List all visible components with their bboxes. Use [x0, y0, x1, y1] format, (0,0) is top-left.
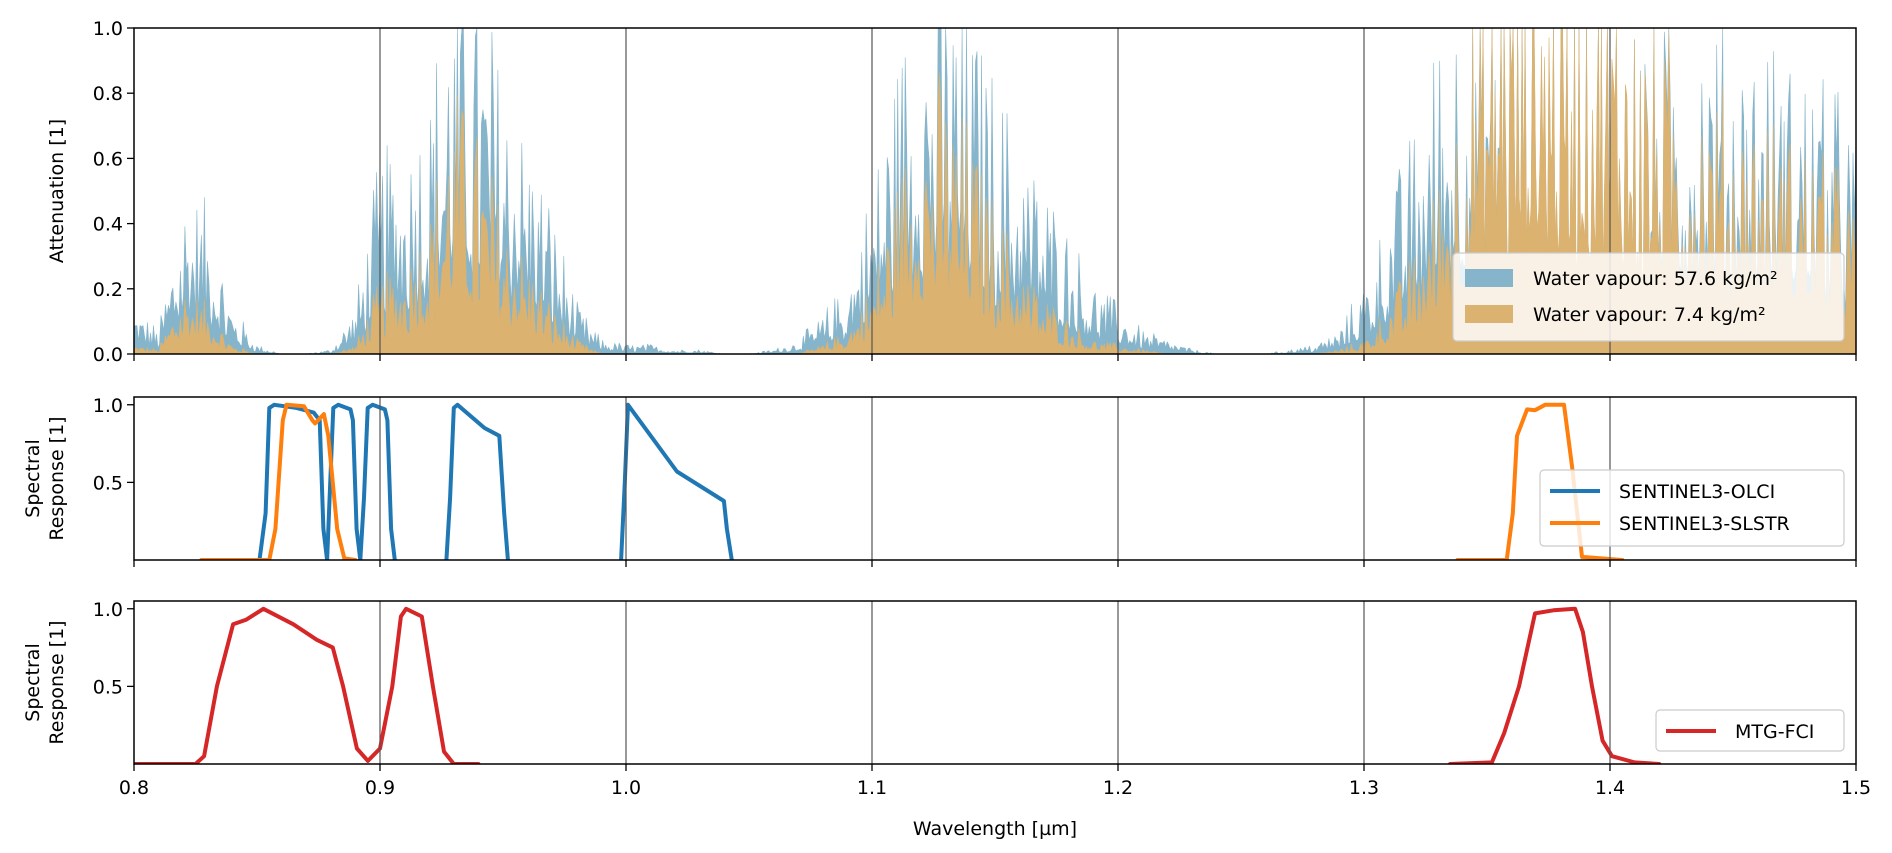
- legend: MTG-FCI: [1655, 709, 1845, 752]
- srf-line-mtg-fci-band-1: [1448, 606, 1662, 764]
- x-tick-label: 1.1: [857, 777, 887, 799]
- axes-frame: [133, 396, 1857, 561]
- y-tick-label: 1.0: [93, 599, 123, 621]
- y-tick-label: 0.8: [93, 83, 123, 105]
- legend-label: SENTINEL3-SLSTR: [1619, 513, 1790, 535]
- legend-label: Water vapour: 7.4 kg/m²: [1533, 304, 1766, 326]
- y-tick-label: 0.6: [93, 148, 123, 170]
- axes-frame: [133, 27, 1857, 355]
- y-tick-label: 1.0: [93, 395, 123, 417]
- y-tick-label: 0.4: [93, 214, 123, 236]
- srf-line-sentinel3-olci-band-4: [619, 402, 734, 560]
- legend-label: SENTINEL3-OLCI: [1619, 481, 1775, 503]
- x-tick-label: 0.8: [119, 777, 149, 799]
- x-tick-label: 1.3: [1349, 777, 1379, 799]
- y-tick-label: 0.0: [93, 344, 123, 366]
- legend-swatch: [1465, 305, 1513, 323]
- y-tick-label: 0.5: [93, 472, 123, 494]
- y-tick-label: 0.2: [93, 279, 123, 301]
- x-tick-label: 1.4: [1595, 777, 1625, 799]
- srf-line-mtg-fci-band-0: [134, 606, 481, 764]
- attenuation-panel: 0.0 0.2 0.4 0.6 0.8 1.0 Attenuation [1] Water v…: [46, 18, 1857, 366]
- plot-area: [199, 402, 1625, 560]
- srf-line-sentinel3-slstr-band-0: [199, 402, 358, 560]
- legend: Water vapour: 57.6 kg/m² Water vapour: 7.…: [1452, 252, 1845, 342]
- y-axis-label: Spectral: [22, 439, 44, 517]
- y-tick-label: 1.0: [93, 18, 123, 40]
- x-tick-label: 0.9: [365, 777, 395, 799]
- sentinel3-response-panel: 0.5 1.0 Spectral Response [1] SENTINEL3-OLCI…: [22, 395, 1857, 567]
- y-axis-label: Response [1]: [46, 620, 68, 744]
- x-tick-label: 1.0: [611, 777, 641, 799]
- srf-line-sentinel3-olci-band-3: [444, 402, 510, 560]
- x-tick-label: 1.5: [1841, 777, 1871, 799]
- srf-line-sentinel3-olci-band-0: [257, 402, 330, 560]
- srf-line-sentinel3-olci-band-1: [325, 402, 363, 560]
- legend-swatch: [1465, 269, 1513, 287]
- x-axis-label: Wavelength [µm]: [913, 818, 1077, 840]
- mtg-fci-response-panel: 0.8 0.9 1.0 1.1 1.2 1.3 1.4 1.5 0.5 1.0 Spectral Re…: [22, 599, 1871, 799]
- srf-line-sentinel3-olci-band-2: [358, 402, 397, 560]
- legend-box: [1655, 709, 1845, 752]
- legend-box: [1452, 252, 1845, 342]
- legend-box: [1539, 469, 1845, 547]
- y-axis-label: Attenuation [1]: [46, 119, 68, 263]
- legend-label: Water vapour: 57.6 kg/m²: [1533, 268, 1778, 290]
- axes-frame: [133, 600, 1857, 765]
- legend: SENTINEL3-OLCI SENTINEL3-SLSTR: [1539, 469, 1845, 547]
- legend-label: MTG-FCI: [1735, 721, 1814, 743]
- y-axis-label: Spectral: [22, 643, 44, 721]
- y-axis-label: Response [1]: [46, 416, 68, 540]
- x-tick-label: 1.2: [1103, 777, 1133, 799]
- y-tick-label: 0.5: [93, 676, 123, 698]
- plot-area: [134, 606, 1662, 764]
